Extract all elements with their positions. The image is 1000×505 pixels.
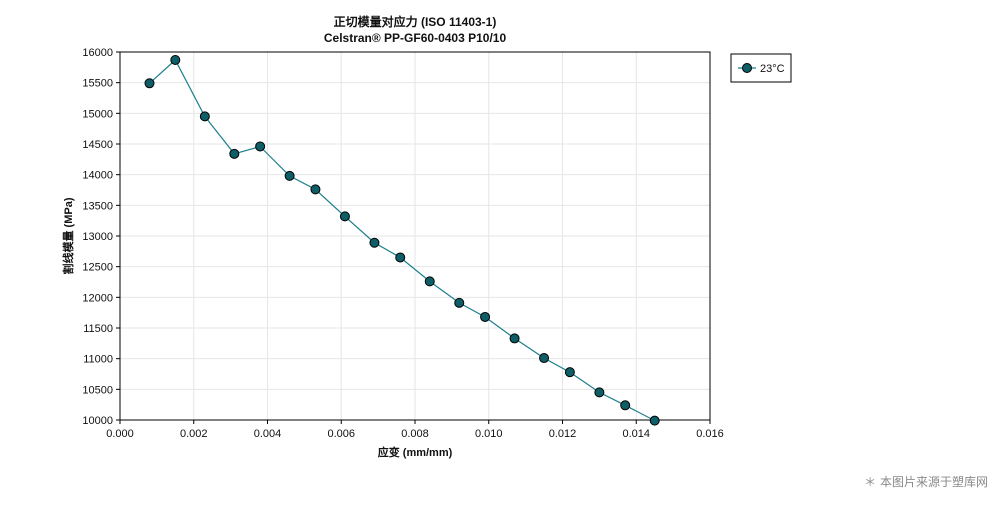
y-tick-label: 15000 xyxy=(82,108,113,120)
x-tick-label: 0.008 xyxy=(401,428,429,440)
data-point xyxy=(284,170,295,181)
data-point xyxy=(229,148,240,159)
legend-label: 23°C xyxy=(760,63,785,75)
x-axis-label: 应变 (mm/mm) xyxy=(378,445,453,459)
x-tick-label: 0.014 xyxy=(622,428,650,440)
chart-subtitle: Celstran® PP-GF60-0403 P10/10 xyxy=(324,31,507,45)
y-tick-label: 14500 xyxy=(82,139,113,151)
y-tick-label: 12000 xyxy=(82,292,113,304)
y-tick-label: 13000 xyxy=(82,231,113,243)
x-tick-label: 0.000 xyxy=(106,428,134,440)
data-point xyxy=(339,211,350,222)
data-point xyxy=(144,78,155,89)
data-point xyxy=(454,297,465,308)
data-point xyxy=(424,276,435,287)
watermark: ＊ 本图片来源于塑库网 xyxy=(864,475,988,489)
data-point xyxy=(649,415,660,426)
data-point xyxy=(199,111,210,122)
data-point xyxy=(369,237,380,248)
chart-title: 正切模量对应力 (ISO 11403-1) xyxy=(334,14,497,29)
data-point xyxy=(395,252,406,263)
data-point xyxy=(310,184,321,195)
legend: 23°C xyxy=(730,53,792,83)
x-tick-label: 0.016 xyxy=(696,428,724,440)
x-tick-label: 0.012 xyxy=(549,428,577,440)
series-line xyxy=(149,59,655,422)
data-point xyxy=(564,367,575,378)
data-point xyxy=(170,54,181,65)
y-tick-label: 11500 xyxy=(83,323,113,335)
y-tick-label: 16000 xyxy=(82,47,113,59)
y-tick-label: 14000 xyxy=(82,170,113,182)
legend-marker xyxy=(742,63,752,73)
y-tick-label: 11000 xyxy=(83,354,113,366)
y-tick-label: 15500 xyxy=(82,78,113,90)
x-tick-label: 0.004 xyxy=(254,428,282,440)
y-tick-label: 12500 xyxy=(82,262,113,274)
x-tick-label: 0.002 xyxy=(180,428,208,440)
data-point xyxy=(255,141,266,152)
data-point xyxy=(509,333,520,344)
y-tick-label: 10000 xyxy=(82,415,113,427)
x-tick-label: 0.010 xyxy=(475,428,503,440)
data-point xyxy=(594,387,605,398)
x-tick-label: 0.006 xyxy=(327,428,355,440)
y-axis-label: 割线模量 (MPa) xyxy=(61,197,75,274)
y-tick-label: 10500 xyxy=(82,384,113,396)
grid-lines xyxy=(119,51,711,421)
data-point xyxy=(539,353,550,364)
series-layer xyxy=(144,54,660,426)
data-point xyxy=(620,400,631,411)
y-tick-label: 13500 xyxy=(82,200,113,212)
data-point xyxy=(480,311,491,322)
axis-ticks: 0.000 0.002 0.004 0.006 0.008 0.010 0.012 0.014… xyxy=(82,47,723,440)
